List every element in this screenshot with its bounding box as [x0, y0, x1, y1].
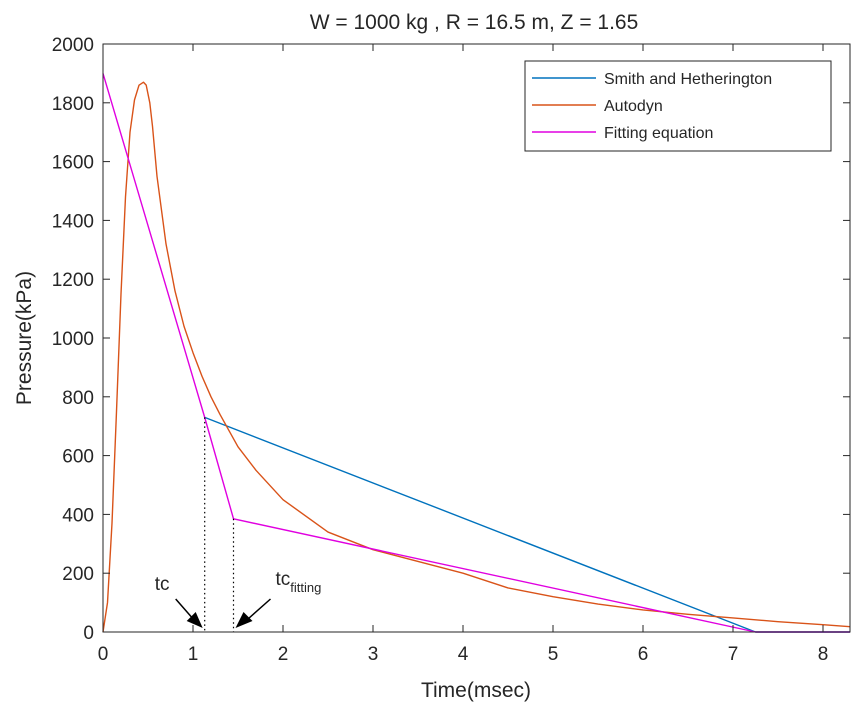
- x-tick-label: 6: [638, 644, 649, 665]
- y-tick-label: 400: [62, 505, 94, 526]
- y-tick-label: 0: [83, 623, 94, 644]
- guide-layer: [204, 417, 235, 632]
- legend-label-1: Smith and Hetherington: [604, 71, 772, 88]
- x-tick-label: 8: [818, 644, 829, 665]
- y-tick-label: 1600: [52, 153, 94, 174]
- legend: Smith and Hetherington Autodyn Fitting equ…: [524, 60, 832, 152]
- y-tick-label: 1400: [52, 211, 94, 232]
- y-tick-label: 1200: [52, 270, 94, 291]
- y-tick-label: 200: [62, 564, 94, 585]
- annotation-tc-label: tc: [155, 574, 170, 595]
- y-tick-label: 2000: [52, 35, 94, 56]
- legend-label-2: Autodyn: [604, 98, 663, 115]
- y-tick-label: 1800: [52, 94, 94, 115]
- chart-title: W = 1000 kg , R = 16.5 m, Z = 1.65: [310, 11, 639, 34]
- legend-label-3: Fitting equation: [604, 125, 713, 142]
- annotation-tc-fitting-subscript: fitting: [290, 580, 321, 595]
- series-line-2: [102, 81, 851, 633]
- arrow-tc-head: [186, 612, 203, 628]
- y-axis-title: Pressure(kPa): [13, 271, 36, 405]
- x-tick-label: 2: [278, 644, 289, 665]
- x-tick-label: 3: [368, 644, 379, 665]
- x-tick-label: 1: [188, 644, 199, 665]
- x-tick-label: 0: [98, 644, 109, 665]
- x-tick-label: 7: [728, 644, 739, 665]
- y-tick-label: 800: [62, 388, 94, 409]
- y-tick-label: 1000: [52, 329, 94, 350]
- legend-box: [524, 60, 832, 152]
- y-axis: 0 200 400 600 800 1000 1200 1400 1600 1800 2000: [52, 35, 850, 644]
- x-axis: 0 1 2 3 4 5 6 7 8: [98, 44, 829, 665]
- x-axis-title: Time(msec): [421, 679, 531, 702]
- y-tick-label: 600: [62, 447, 94, 468]
- arrow-tc-fitting-head: [235, 612, 253, 628]
- x-tick-label: 4: [458, 644, 469, 665]
- x-tick-label: 5: [548, 644, 559, 665]
